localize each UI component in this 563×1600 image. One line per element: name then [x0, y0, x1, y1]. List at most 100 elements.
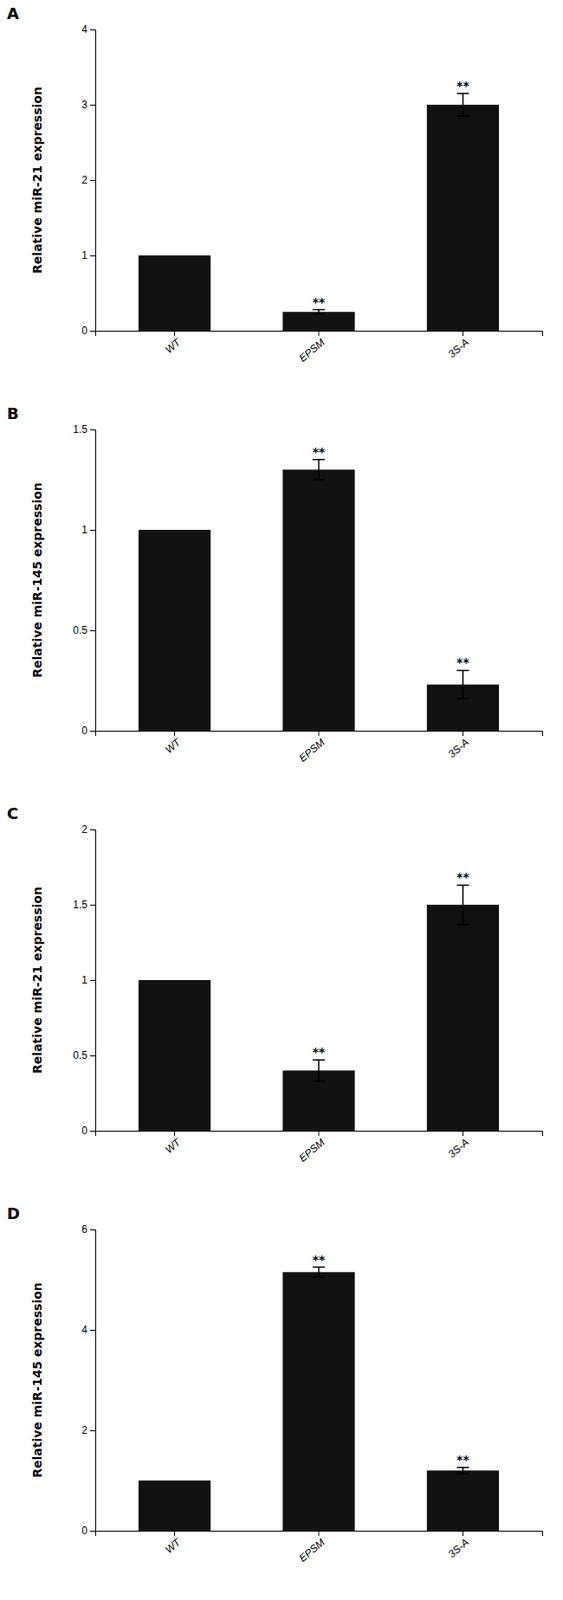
tick: 1.5 — [72, 899, 96, 912]
tick-label: WT — [162, 735, 185, 757]
plot-area — [138, 93, 499, 331]
tick-label: EPSM — [297, 336, 328, 365]
error-bar — [456, 670, 469, 699]
x-axis: WTEPSM3S-A — [96, 731, 544, 765]
error-bar-cap — [456, 1473, 469, 1476]
error-bar — [456, 93, 469, 117]
tick-mark — [174, 731, 175, 737]
tick-mark — [462, 1531, 464, 1537]
y-axis: 0 0.5 1 1.5 — [72, 423, 96, 738]
bar — [427, 104, 499, 331]
axis-title: Relative miR-21 expression — [30, 86, 45, 274]
tick: 3S-A — [446, 731, 472, 761]
tick: 3 — [81, 98, 96, 111]
tick-mark — [462, 330, 464, 337]
tick: WT — [162, 1531, 185, 1557]
tick-label: 3S-A — [446, 1536, 472, 1561]
bar — [282, 1272, 355, 1532]
error-bar-stem — [317, 1268, 320, 1279]
x-axis: WT EPSM 3S-A — [96, 330, 544, 365]
error-bar-cap — [312, 313, 325, 316]
axis-line — [90, 430, 97, 732]
tick: 4 — [81, 1324, 96, 1337]
tick-mark — [90, 1531, 96, 1533]
tick-label: 0.5 — [72, 1049, 88, 1062]
tick-label: 0 — [81, 1525, 88, 1538]
y-axis: 0246 — [81, 1223, 96, 1538]
tick-label: 3 — [81, 98, 88, 111]
error-bar — [312, 310, 325, 315]
tick-mark — [90, 180, 96, 182]
error-bar-cap — [312, 1080, 325, 1083]
annotation: ** — [312, 295, 326, 310]
error-bar — [456, 885, 469, 925]
tick-mark — [174, 330, 175, 337]
y-axis: 00.511.52 — [72, 823, 96, 1138]
tick-label: 3S-A — [446, 336, 472, 361]
annotation: ** — [312, 1253, 326, 1268]
tick-mark — [90, 255, 96, 257]
tick-label: 1 — [81, 249, 88, 262]
tick-label: 2 — [81, 174, 88, 187]
tick: 3S-A — [446, 330, 472, 361]
error-bar — [456, 1468, 469, 1475]
y-axis: 0 1 2 3 4 — [81, 23, 96, 337]
tick: WT — [162, 1131, 185, 1157]
tick-label: 3S-A — [446, 736, 472, 761]
tick-label: 0.5 — [72, 624, 88, 637]
bar — [427, 905, 499, 1132]
error-bar-cap — [312, 459, 325, 461]
tick-label: 0 — [81, 324, 88, 337]
error-bar — [312, 459, 325, 480]
error-bar-cap — [312, 1059, 325, 1062]
tick-mark — [90, 1055, 96, 1057]
tick: 0 — [81, 1125, 96, 1138]
tick-label: 4 — [81, 1324, 88, 1337]
tick-mark — [90, 330, 96, 332]
panel-label: D — [6, 1204, 20, 1224]
tick: 0 — [81, 324, 96, 337]
bar — [427, 1470, 499, 1532]
tick: 1.5 — [72, 423, 96, 436]
error-bar-cap — [456, 115, 469, 117]
tick: 1 — [81, 974, 96, 987]
tick-mark — [90, 829, 96, 831]
tick: 0.5 — [72, 1049, 96, 1062]
error-bar-cap — [456, 92, 469, 95]
annotation: ** — [456, 78, 470, 93]
tick: 4 — [81, 23, 96, 36]
axis-line — [96, 731, 544, 738]
tick: 3S-A — [446, 1531, 472, 1561]
tick-label: 4 — [81, 23, 88, 36]
panel: 0246WTEPSM3S-A****Relative miR-145 expre… — [6, 1204, 544, 1566]
tick-mark — [90, 1330, 96, 1332]
annotation: ** — [312, 1045, 326, 1060]
bar — [138, 530, 211, 732]
tick-mark — [318, 731, 320, 737]
tick-label: 1.5 — [72, 899, 88, 912]
bar — [138, 1481, 211, 1532]
panel: 00.511.5WTEPSM3S-A****Relative miR-145 e… — [6, 404, 544, 765]
tick-mark — [90, 29, 96, 31]
tick: WT — [162, 330, 185, 356]
axis-line — [90, 30, 97, 332]
error-bar-cap — [456, 670, 469, 673]
tick-mark — [90, 429, 96, 431]
error-bar-cap — [312, 1276, 325, 1279]
error-bar-cap — [456, 1467, 469, 1469]
tick-label: 0 — [81, 724, 88, 738]
tick-label: 1 — [81, 524, 88, 537]
tick: 0.5 — [72, 624, 96, 637]
tick-label: 0 — [81, 1125, 88, 1138]
tick-label: 3S-A — [446, 1136, 472, 1161]
panel-label: B — [6, 404, 20, 423]
tick: WT — [162, 731, 185, 757]
tick-mark — [90, 1131, 96, 1133]
panel-label: C — [6, 804, 19, 823]
axis-line — [96, 331, 544, 337]
tick-mark — [318, 1531, 320, 1537]
error-bar-stem — [317, 310, 320, 315]
tick: 0 — [81, 1525, 96, 1538]
error-bar-cap — [456, 885, 469, 887]
tick-label: EPSM — [297, 1136, 328, 1165]
